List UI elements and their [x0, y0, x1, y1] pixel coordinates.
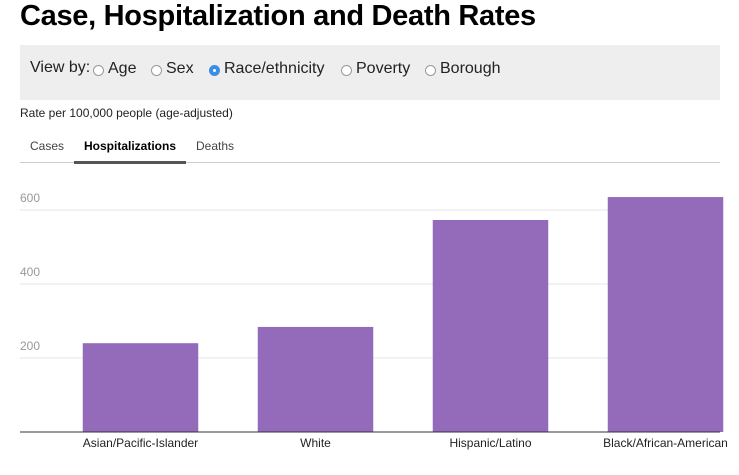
radio-button[interactable]: [93, 64, 104, 76]
y-tick-label: 400: [20, 265, 40, 279]
option-label[interactable]: Poverty: [356, 60, 411, 77]
view-by-label: View by:: [30, 59, 91, 76]
radio-button[interactable]: [209, 64, 220, 76]
radio-button[interactable]: [425, 64, 436, 76]
chart-subtitle: Rate per 100,000 people (age-adjusted): [20, 106, 233, 120]
tab[interactable]: Cases: [30, 139, 65, 153]
x-tick-label: Asian/Pacific-Islander: [83, 436, 198, 450]
view-option[interactable]: Poverty: [341, 60, 410, 78]
option-label[interactable]: Race/ethnicity: [224, 60, 325, 77]
bar: [257, 326, 374, 432]
tab-bar: Cases Hospitalizations Deaths: [20, 130, 720, 164]
tab[interactable]: Deaths: [196, 139, 235, 153]
y-tick-label: 200: [20, 339, 40, 353]
view-option[interactable]: Age: [93, 60, 136, 78]
radio-button[interactable]: [341, 64, 352, 76]
option-label[interactable]: Borough: [440, 60, 501, 77]
view-option[interactable]: Sex: [151, 60, 194, 78]
x-tick-label: Black/African-American: [603, 436, 728, 450]
bar: [432, 219, 549, 432]
view-option[interactable]: Borough: [425, 60, 501, 78]
view-option[interactable]: Race/ethnicity: [209, 60, 325, 78]
view-by-bar: View by: Age Sex Race/ethnicity Poverty Boro…: [20, 45, 720, 100]
bar: [607, 197, 724, 432]
x-tick-label: White: [300, 436, 331, 450]
x-tick-label: Hispanic/Latino: [449, 436, 531, 450]
page-title: Case, Hospitalization and Death Rates: [20, 0, 536, 32]
radio-button[interactable]: [151, 64, 162, 76]
tab[interactable]: Hospitalizations: [74, 139, 187, 164]
y-tick-label: 600: [20, 191, 40, 205]
bar: [82, 343, 199, 432]
option-label[interactable]: Age: [108, 60, 137, 77]
option-label[interactable]: Sex: [166, 60, 194, 77]
